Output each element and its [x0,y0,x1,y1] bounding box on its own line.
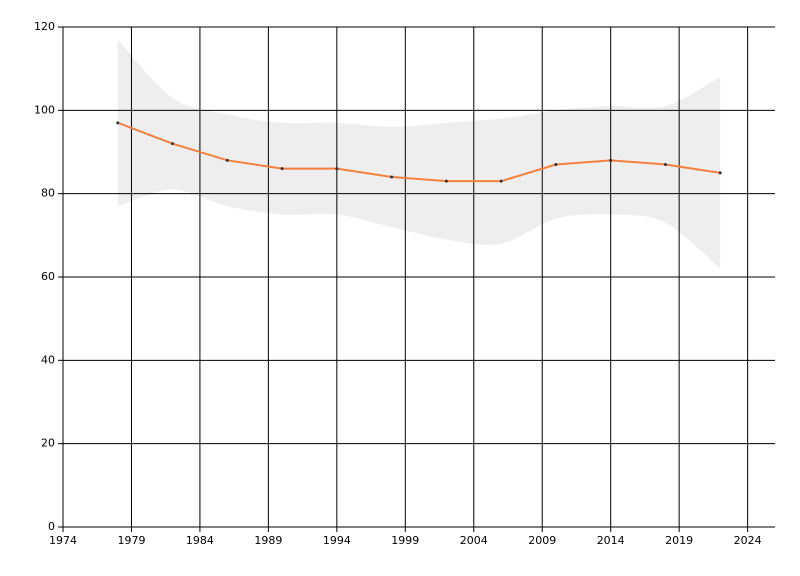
point [171,142,175,146]
y-tick-label: 80 [41,187,55,200]
point [280,167,284,171]
point [116,121,120,125]
point [390,175,394,179]
point [609,158,613,162]
line [117,121,721,183]
point [444,179,448,183]
point [225,158,229,162]
x-tick-label: 1994 [323,534,351,547]
point [554,163,558,166]
x-tick-label: 2014 [597,534,625,547]
x-tick-label: 2009 [528,534,556,547]
point [335,167,339,171]
y-tick-label: 0 [48,520,55,533]
x-tick-label: 1999 [391,534,419,547]
point [718,171,722,175]
y-tick-label: 100 [34,103,55,116]
y-tick-label: 120 [34,20,55,33]
x-tick-label: 1979 [117,534,145,547]
x-tick-label: 2004 [460,534,488,547]
x-tick-label: 1984 [186,534,214,547]
y-tick-label: 60 [41,270,55,283]
x-tick-label: 2024 [734,534,762,547]
point [499,179,503,183]
y-tick-label: 40 [41,353,55,366]
y-tick-label: 20 [41,437,55,450]
point [663,163,667,166]
x-tick-label: 1974 [49,534,77,547]
x-tick-label: 1989 [254,534,282,547]
x-tick-label: 2019 [665,534,693,547]
